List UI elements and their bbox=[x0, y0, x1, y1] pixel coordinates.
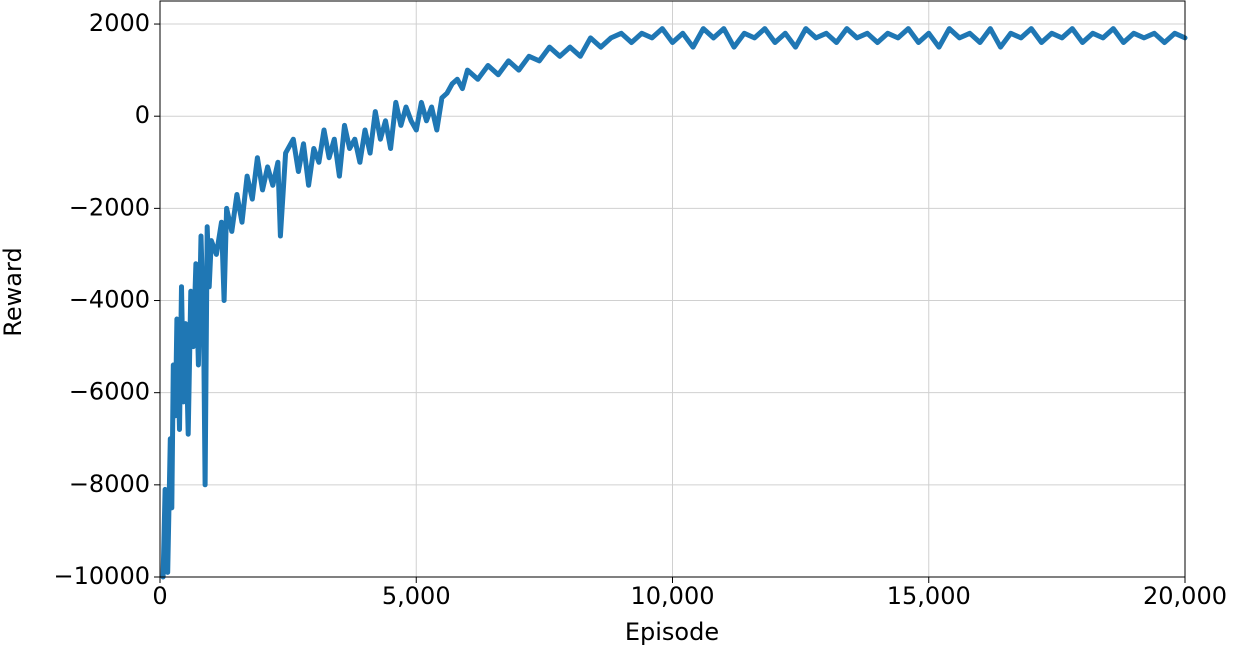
y-tick-label: 2000 bbox=[89, 9, 150, 37]
y-tick-label: −6000 bbox=[69, 378, 150, 406]
x-tick-label: 5,000 bbox=[382, 582, 451, 610]
x-tick-label: 15,000 bbox=[887, 582, 971, 610]
x-tick-label: 20,000 bbox=[1143, 582, 1227, 610]
y-tick-label: 0 bbox=[135, 101, 150, 129]
x-tick-label: 0 bbox=[152, 582, 167, 610]
plot-frame bbox=[159, 0, 1186, 578]
y-tick-label: −2000 bbox=[69, 193, 150, 221]
x-axis-label: Episode bbox=[625, 618, 719, 646]
x-tick-label: 10,000 bbox=[631, 582, 715, 610]
y-tick-label: −10000 bbox=[54, 562, 150, 590]
y-axis-label: Reward bbox=[0, 247, 27, 336]
y-tick-label: −4000 bbox=[69, 286, 150, 314]
line-series bbox=[160, 26, 1188, 580]
y-tick-label: −8000 bbox=[69, 470, 150, 498]
